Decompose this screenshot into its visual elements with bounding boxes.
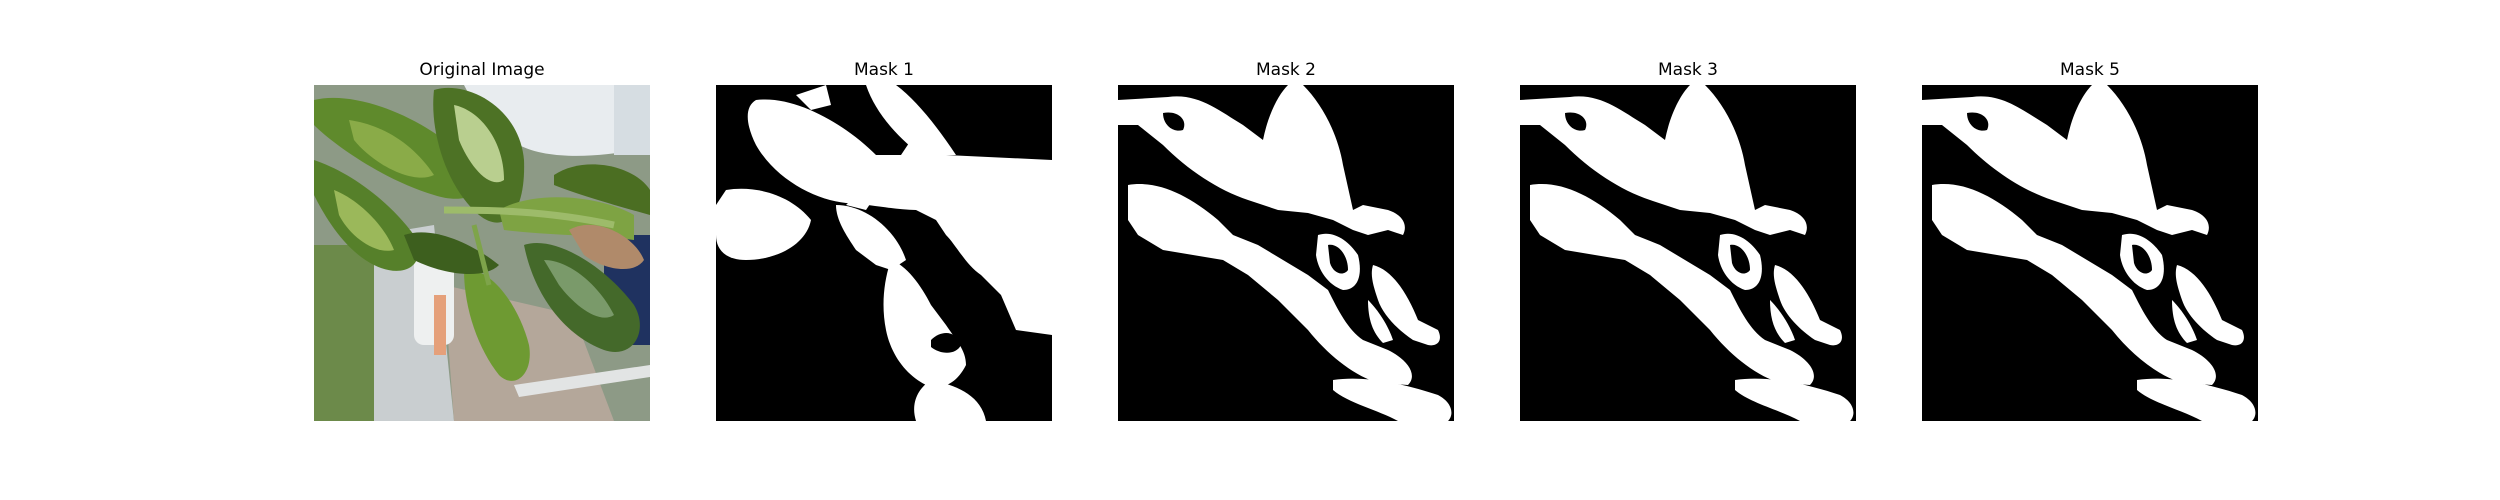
original-image-title: Original Image: [419, 60, 545, 80]
mask-5-image: [1922, 85, 2258, 421]
mask-1-image: [716, 85, 1052, 421]
mask-2-panel: [1118, 85, 1454, 421]
original-image-panel: [314, 85, 650, 421]
mask-5-title: Mask 5: [2059, 60, 2120, 80]
mask-3-title: Mask 3: [1657, 60, 1718, 80]
mask-1-panel: [716, 85, 1052, 421]
mask-3-panel: [1520, 85, 1856, 421]
mask-1-title: Mask 1: [853, 60, 914, 80]
mask-5-panel: [1922, 85, 2258, 421]
mask-2-image: [1118, 85, 1454, 421]
mask-2-title: Mask 2: [1255, 60, 1316, 80]
mask-3-image: [1520, 85, 1856, 421]
plant-photo: [314, 85, 650, 421]
